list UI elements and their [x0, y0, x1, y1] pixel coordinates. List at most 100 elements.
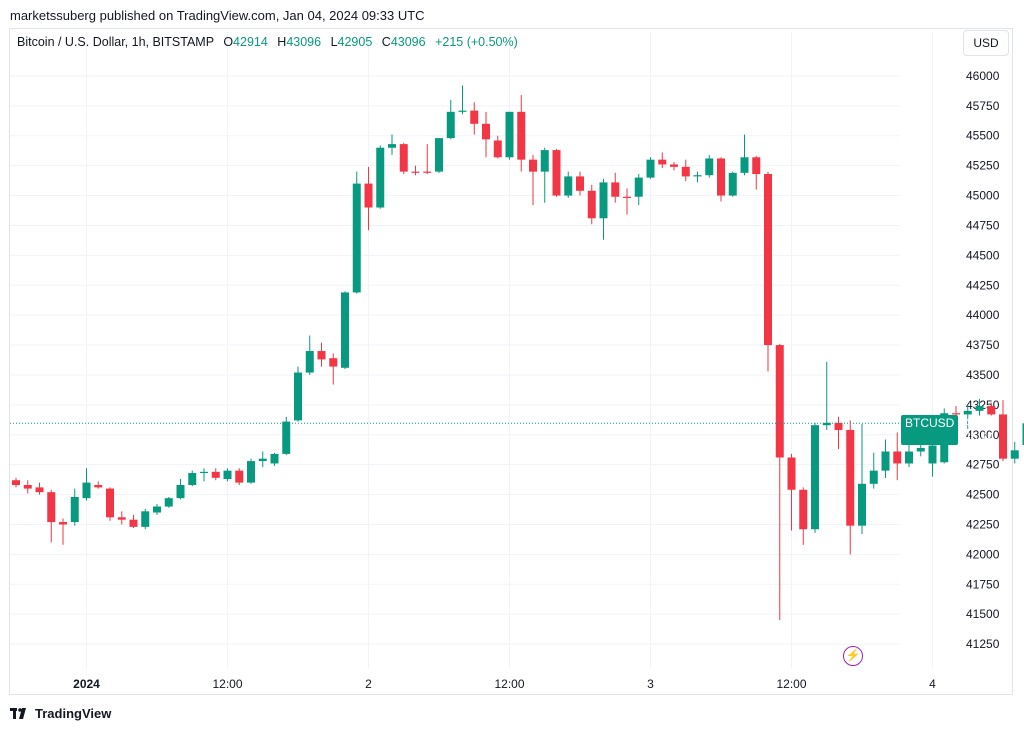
candle-down[interactable]: [493, 135, 502, 159]
candle-down[interactable]: [329, 353, 338, 385]
candle-down[interactable]: [364, 166, 373, 231]
candle-up[interactable]: [352, 171, 361, 294]
candle-down[interactable]: [681, 159, 690, 182]
candle-down[interactable]: [23, 480, 32, 494]
footer-brand[interactable]: TradingView: [10, 706, 111, 721]
candle-up[interactable]: [705, 154, 714, 178]
candle-down[interactable]: [129, 514, 138, 529]
open-label: O: [223, 35, 234, 49]
candle-up[interactable]: [282, 416, 291, 456]
candle-up[interactable]: [435, 138, 443, 173]
candle-up[interactable]: [1022, 423, 1024, 446]
candle-down[interactable]: [999, 400, 1007, 462]
candle-up[interactable]: [305, 335, 314, 375]
candle-up[interactable]: [446, 99, 455, 140]
candle-up[interactable]: [176, 479, 185, 500]
candle-body: [12, 480, 20, 485]
candle-down[interactable]: [411, 165, 420, 176]
candle-down[interactable]: [893, 432, 902, 481]
candle-up[interactable]: [822, 361, 831, 430]
candle-down[interactable]: [752, 156, 761, 190]
candle-up[interactable]: [869, 452, 878, 489]
candle-body: [493, 140, 502, 158]
candle-down[interactable]: [587, 184, 596, 225]
candle-down[interactable]: [317, 342, 326, 367]
candle-up[interactable]: [505, 111, 514, 160]
candle-up[interactable]: [858, 424, 866, 535]
candle-up[interactable]: [811, 422, 819, 533]
candle-up[interactable]: [634, 174, 643, 206]
candle-down[interactable]: [576, 171, 584, 196]
candle-down[interactable]: [764, 171, 772, 372]
candle-down[interactable]: [658, 152, 667, 169]
candle-up[interactable]: [376, 145, 385, 209]
candle-up[interactable]: [458, 85, 467, 115]
candle-up[interactable]: [247, 458, 255, 484]
candle-down[interactable]: [670, 162, 678, 171]
candle-down[interactable]: [717, 157, 725, 202]
candle-up[interactable]: [388, 134, 396, 155]
lightning-bolt-icon[interactable]: ⚡: [843, 646, 863, 666]
candle-up[interactable]: [905, 440, 913, 468]
candle-up[interactable]: [1010, 441, 1019, 464]
candle-down[interactable]: [94, 481, 103, 489]
candle-up[interactable]: [294, 366, 302, 422]
candle-up[interactable]: [928, 441, 937, 477]
x-tick-label: 12:00: [494, 677, 524, 691]
candle-down[interactable]: [470, 102, 479, 135]
candle-up[interactable]: [740, 134, 749, 176]
candle-down[interactable]: [12, 477, 20, 488]
candle-down[interactable]: [799, 487, 808, 545]
candle-body: [411, 171, 420, 173]
candle-up[interactable]: [70, 488, 79, 526]
candle-down[interactable]: [517, 95, 526, 172]
candle-body: [623, 196, 631, 198]
candle-down[interactable]: [787, 453, 796, 531]
candle-down[interactable]: [211, 468, 220, 481]
candle-up[interactable]: [188, 470, 197, 487]
currency-button[interactable]: USD: [963, 30, 1009, 56]
candle-up[interactable]: [258, 451, 267, 468]
candle-down[interactable]: [987, 402, 996, 416]
candle-down[interactable]: [552, 148, 561, 197]
candle-down[interactable]: [623, 188, 631, 215]
candle-up[interactable]: [975, 398, 984, 416]
candle-down[interactable]: [482, 111, 490, 158]
candle-up[interactable]: [693, 171, 702, 183]
candle-up[interactable]: [270, 452, 279, 466]
publisher-line: marketssuberg published on TradingView.c…: [10, 8, 425, 23]
candle-up[interactable]: [963, 404, 972, 429]
candle-down[interactable]: [35, 482, 44, 495]
candle-up[interactable]: [153, 504, 161, 515]
candle-up[interactable]: [341, 291, 349, 369]
candle-up[interactable]: [223, 468, 232, 482]
candle-down[interactable]: [399, 142, 408, 175]
candle-up[interactable]: [564, 171, 573, 198]
candle-body: [482, 123, 490, 140]
candle-up[interactable]: [728, 171, 737, 197]
candle-up[interactable]: [200, 468, 208, 482]
candle-down[interactable]: [834, 416, 843, 450]
candle-down[interactable]: [529, 154, 537, 206]
candle-down[interactable]: [775, 343, 784, 621]
candle-body: [787, 457, 796, 490]
candle-down[interactable]: [611, 172, 620, 203]
candle-up[interactable]: [164, 496, 173, 508]
candle-up[interactable]: [646, 157, 655, 179]
candle-up[interactable]: [540, 147, 549, 203]
candle-down[interactable]: [106, 487, 114, 521]
candle-down[interactable]: [846, 420, 855, 555]
symbol-title[interactable]: Bitcoin / U.S. Dollar, 1h, BITSTAMP: [17, 35, 214, 49]
candle-up[interactable]: [916, 443, 925, 457]
candle-down[interactable]: [59, 518, 67, 545]
candle-up[interactable]: [599, 178, 608, 240]
candle-up[interactable]: [881, 439, 890, 478]
candle-up[interactable]: [82, 468, 91, 501]
candle-up[interactable]: [141, 508, 150, 530]
candle-down[interactable]: [117, 511, 126, 525]
candle-down[interactable]: [47, 489, 56, 543]
candle-down[interactable]: [235, 468, 244, 485]
candle-down[interactable]: [423, 144, 432, 175]
candle-body: [294, 372, 302, 421]
